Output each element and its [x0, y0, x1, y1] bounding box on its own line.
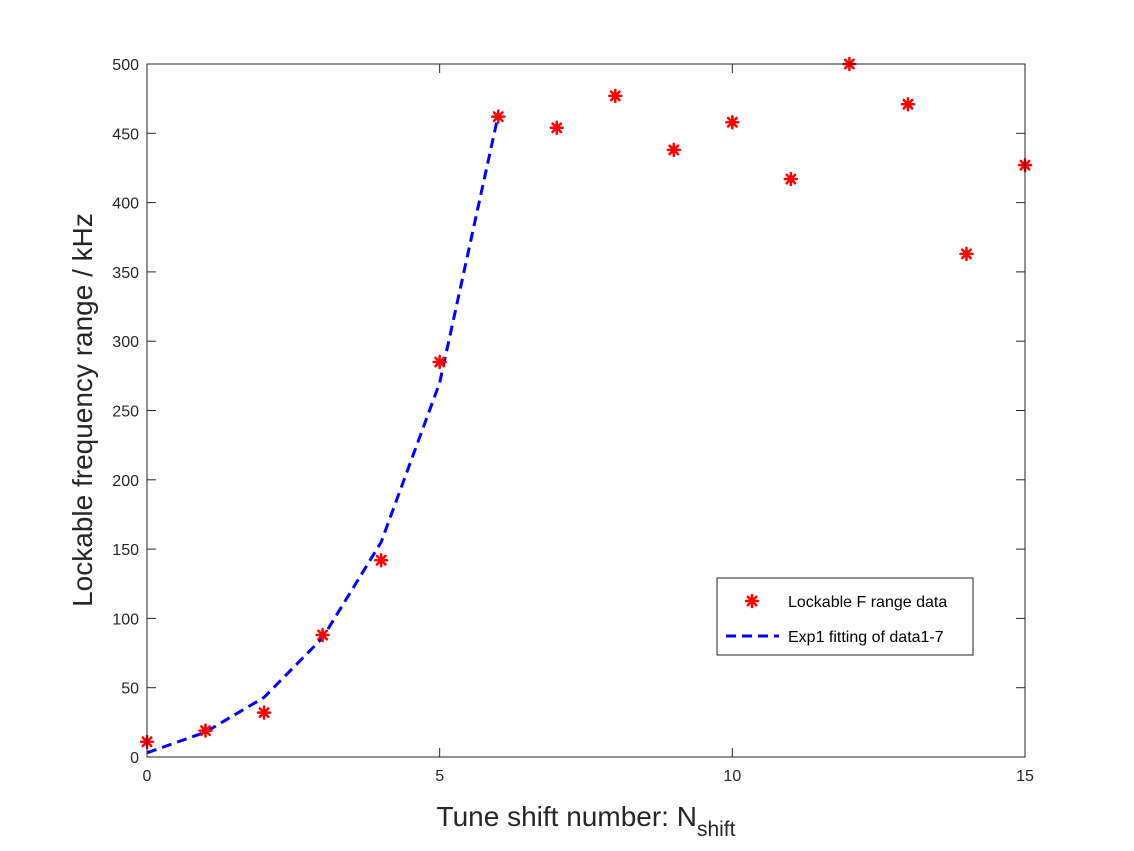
legend: Lockable F range data Exp1 fitting of da…	[716, 577, 974, 656]
x-axis-title-subscript: shift	[697, 818, 736, 841]
y-tick-label: 0	[130, 750, 139, 767]
y-tick-label: 150	[112, 542, 139, 559]
data-point	[783, 171, 799, 187]
y-tick-label: 400	[112, 196, 139, 213]
y-tick-label: 500	[112, 57, 139, 74]
y-tick-label: 250	[112, 404, 139, 421]
y-tick-label: 50	[121, 681, 139, 698]
data-point	[256, 705, 272, 720]
legend-label-scatter: Lockable F range data	[788, 594, 947, 611]
y-tick-label: 100	[112, 611, 139, 628]
data-point	[432, 354, 447, 370]
data-point	[900, 96, 916, 112]
y-tick-label: 350	[112, 265, 139, 282]
legend-marker-scatter	[744, 593, 760, 609]
data-point	[198, 723, 213, 738]
plot-frame	[146, 63, 1026, 758]
data-point	[666, 142, 682, 158]
x-tick-label: 0	[143, 768, 152, 785]
y-tick-label: 300	[112, 334, 139, 351]
y-tick-label: 450	[112, 126, 139, 143]
legend-label-line: Exp1 fitting of data1-7	[788, 629, 944, 646]
data-point	[608, 88, 623, 104]
data-point	[959, 246, 974, 262]
x-tick-label: 15	[1016, 768, 1034, 785]
legend-asterisk	[744, 593, 760, 609]
data-point	[549, 120, 564, 136]
x-axis-title: Tune shift number: Nshift	[437, 801, 736, 841]
y-axis-title: Lockable frequency range / kHz	[67, 213, 98, 607]
y-tick-label: 200	[112, 473, 139, 490]
legend-box	[716, 577, 974, 656]
x-tick-label: 10	[723, 768, 741, 785]
data-point	[725, 114, 740, 130]
data-point	[315, 627, 330, 643]
data-point	[490, 109, 506, 124]
data-point	[373, 552, 389, 568]
x-axis-title-main: Tune shift number: N	[437, 801, 697, 832]
x-tick-label: 5	[435, 768, 444, 785]
